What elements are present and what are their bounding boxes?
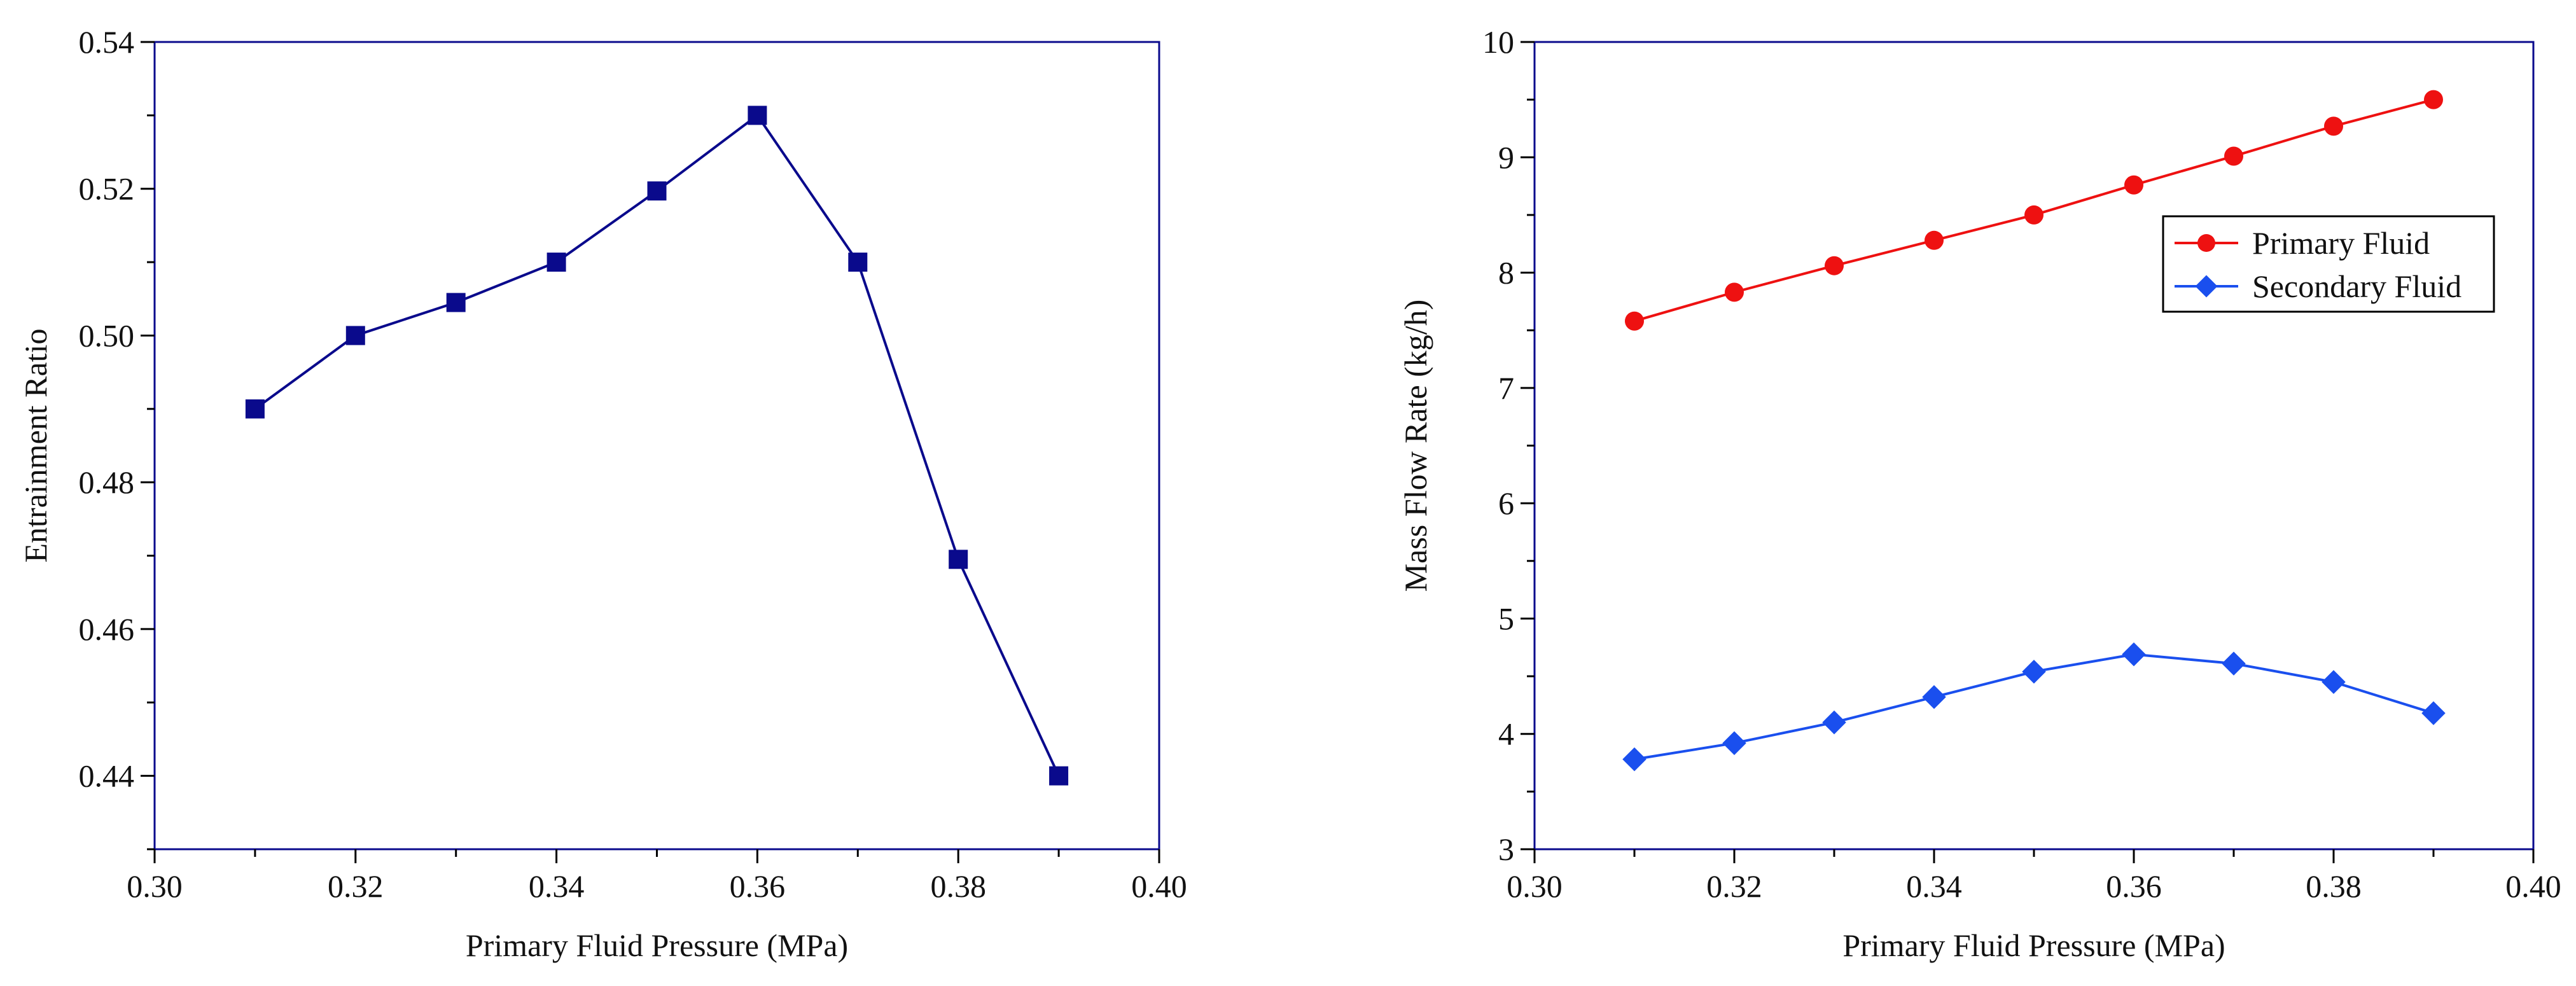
y-axis-label: Entrainment Ratio xyxy=(18,329,53,563)
legend-label-0: Primary Fluid xyxy=(2252,225,2430,261)
x-tick-label: 0.36 xyxy=(2106,868,2162,904)
y-tick-label: 0.46 xyxy=(79,611,135,647)
data-point xyxy=(1922,684,1946,709)
data-point xyxy=(1822,710,1846,735)
data-point xyxy=(1825,256,1844,275)
legend-label-1: Secondary Fluid xyxy=(2252,268,2461,304)
data-point xyxy=(2421,701,2446,725)
data-point xyxy=(345,326,365,345)
data-point xyxy=(2195,275,2218,298)
data-point xyxy=(2424,90,2443,109)
x-tick-label: 0.40 xyxy=(1131,868,1187,904)
data-point xyxy=(2124,175,2143,195)
y-tick-label: 0.54 xyxy=(79,24,135,60)
data-point xyxy=(446,293,466,312)
data-point xyxy=(1925,230,1944,250)
data-point xyxy=(2324,116,2343,136)
data-point xyxy=(2122,642,2146,667)
x-tick-label: 0.40 xyxy=(2505,868,2561,904)
y-tick-label: 3 xyxy=(1498,831,1514,867)
data-point xyxy=(2197,234,2215,252)
data-point xyxy=(2322,670,2346,694)
data-point xyxy=(848,253,868,272)
data-point xyxy=(2024,205,2043,225)
data-point xyxy=(1722,731,1746,755)
y-tick-label: 0.50 xyxy=(79,317,135,353)
data-point xyxy=(748,106,767,125)
x-axis-label: Primary Fluid Pressure (MPa) xyxy=(1842,927,2225,963)
chart-mass-flow-rate: 0.30 0.32 0.34 0.36 0.38 0.40 3 4 5 6 7 8 9 10 Primary… xyxy=(1398,24,2561,963)
data-point xyxy=(2224,146,2243,166)
series-line-0 xyxy=(254,113,1060,777)
x-tick-label: 0.38 xyxy=(2306,868,2362,904)
y-tick-label: 6 xyxy=(1498,485,1514,521)
chart-entrainment-ratio: 0.30 0.32 0.34 0.36 0.38 0.40 0.44 0.46 0.48 0.50… xyxy=(18,24,1187,963)
x-tick-label: 0.32 xyxy=(1706,868,1762,904)
x-tick-label: 0.30 xyxy=(127,868,183,904)
legend-box xyxy=(2162,215,2495,313)
x-tick-label: 0.34 xyxy=(529,868,585,904)
data-point xyxy=(1725,282,1744,302)
y-tick-label: 0.44 xyxy=(79,758,135,794)
x-tick-label: 0.32 xyxy=(328,868,384,904)
data-point xyxy=(1625,311,1644,331)
plot-frame xyxy=(153,41,1160,851)
data-point xyxy=(245,399,265,419)
y-axis-label: Mass Flow Rate (kg/h) xyxy=(1398,300,1433,592)
data-point xyxy=(1622,747,1647,772)
data-point xyxy=(647,181,667,201)
x-tick-label: 0.30 xyxy=(1507,868,1563,904)
y-tick-label: 8 xyxy=(1498,255,1514,291)
y-tick-label: 9 xyxy=(1498,139,1514,175)
y-tick-label: 10 xyxy=(1482,24,1514,60)
data-point xyxy=(949,550,968,569)
data-point xyxy=(2222,651,2246,676)
plot-frame xyxy=(1533,41,2535,851)
y-tick-label: 7 xyxy=(1498,370,1514,406)
data-point xyxy=(1049,766,1069,786)
x-tick-label: 0.34 xyxy=(1906,868,1962,904)
y-tick-label: 0.48 xyxy=(79,464,135,500)
x-tick-label: 0.36 xyxy=(730,868,786,904)
data-point xyxy=(2022,660,2046,684)
y-tick-label: 0.52 xyxy=(79,171,135,207)
x-axis-label: Primary Fluid Pressure (MPa) xyxy=(466,927,848,963)
y-tick-label: 5 xyxy=(1498,601,1514,636)
y-tick-label: 4 xyxy=(1498,716,1514,752)
data-point xyxy=(547,253,566,272)
x-tick-label: 0.38 xyxy=(930,868,986,904)
